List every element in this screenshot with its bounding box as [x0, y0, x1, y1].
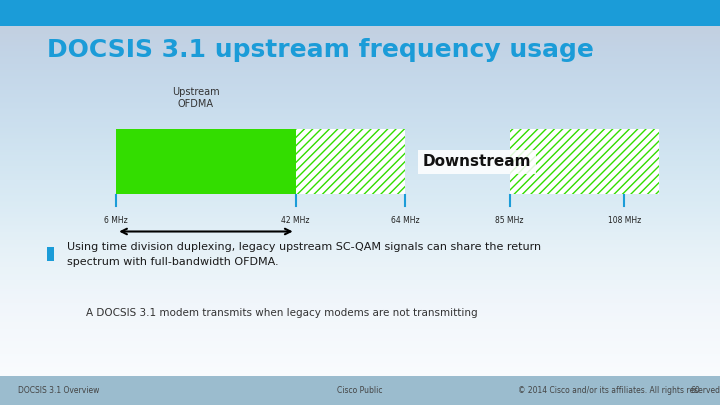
- Text: Using time division duplexing, legacy upstream SC-QAM signals can share the retu: Using time division duplexing, legacy up…: [67, 242, 541, 267]
- Text: Cisco Public: Cisco Public: [337, 386, 383, 395]
- Text: 85 MHz: 85 MHz: [495, 216, 524, 225]
- Text: DOCSIS 3.1 Overview: DOCSIS 3.1 Overview: [18, 386, 99, 395]
- Bar: [510, 130, 659, 194]
- Text: 64 MHz: 64 MHz: [391, 216, 420, 225]
- Text: A DOCSIS 3.1 modem transmits when legacy modems are not transmitting: A DOCSIS 3.1 modem transmits when legacy…: [86, 308, 478, 318]
- Bar: [296, 130, 405, 194]
- Bar: [117, 130, 296, 194]
- Text: 6 MHz: 6 MHz: [104, 216, 128, 225]
- Text: 42 MHz: 42 MHz: [282, 216, 310, 225]
- Bar: [0, 0, 720, 26]
- Bar: [0, 376, 720, 405]
- Text: Upstream
OFDMA: Upstream OFDMA: [172, 87, 220, 109]
- Text: 60: 60: [690, 386, 700, 395]
- Text: DOCSIS 3.1 upstream frequency usage: DOCSIS 3.1 upstream frequency usage: [47, 38, 594, 62]
- Text: Downstream: Downstream: [423, 154, 531, 169]
- Bar: [510, 130, 659, 194]
- Text: © 2014 Cisco and/or its affiliates. All rights reserved.: © 2014 Cisco and/or its affiliates. All …: [518, 386, 720, 395]
- Text: 108 MHz: 108 MHz: [608, 216, 641, 225]
- Bar: [296, 130, 405, 194]
- Bar: [47, 247, 54, 261]
